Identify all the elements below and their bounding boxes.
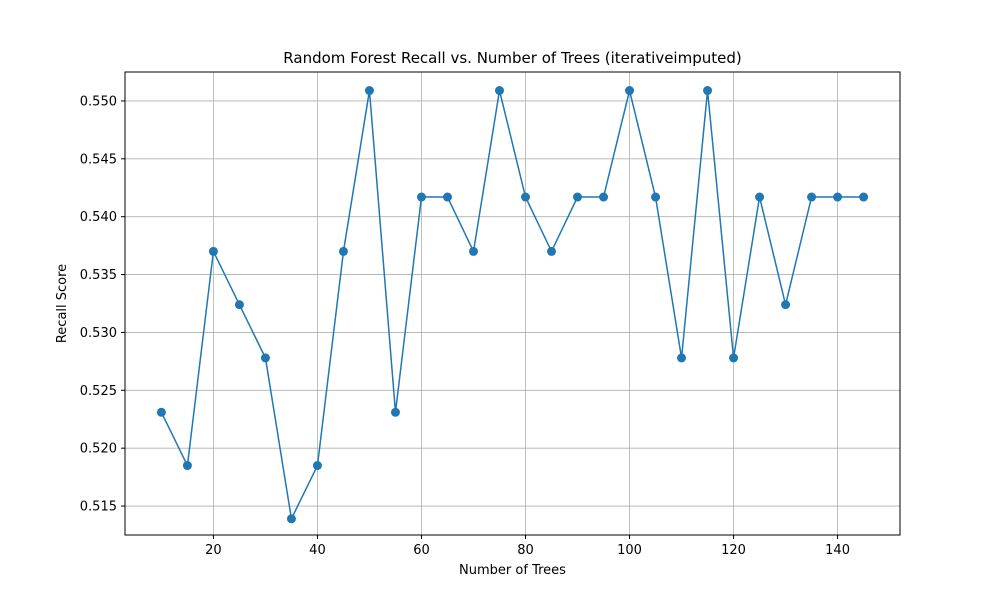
data-point: [755, 192, 765, 202]
tick-layer: 20 40 60 80 100 120 140 0.515 0.520 0.525 0.530 0.5…: [80, 94, 850, 558]
data-point: [494, 86, 504, 96]
data-point: [573, 192, 583, 202]
x-tick-label: 80: [517, 543, 534, 558]
data-point: [703, 86, 713, 96]
data-point: [547, 246, 557, 256]
y-tick-label: 0.530: [80, 326, 117, 341]
data-point: [208, 246, 218, 256]
y-tick-label: 0.525: [80, 384, 117, 399]
data-point: [833, 192, 843, 202]
data-point: [651, 192, 661, 202]
y-axis-label: Recall Score: [55, 264, 70, 343]
data-point: [364, 86, 374, 96]
data-point: [599, 192, 609, 202]
series-layer: [156, 86, 869, 524]
y-tick-label: 0.545: [80, 152, 117, 167]
y-tick-label: 0.550: [80, 94, 117, 109]
data-point: [260, 353, 270, 363]
x-tick-label: 60: [413, 543, 430, 558]
data-point: [521, 192, 531, 202]
plot-area-frame: [124, 71, 901, 536]
x-tick-label: 100: [617, 543, 642, 558]
y-tick-label: 0.540: [80, 210, 117, 225]
data-point: [286, 514, 296, 524]
x-tick-label: 140: [825, 543, 850, 558]
data-point: [234, 300, 244, 310]
data-point: [677, 353, 687, 363]
series-line: [160, 90, 864, 522]
data-point: [807, 192, 817, 202]
data-point: [156, 407, 166, 417]
data-point: [416, 192, 426, 202]
data-point: [859, 192, 869, 202]
data-point: [312, 461, 322, 471]
y-tick-label: 0.520: [80, 442, 117, 457]
data-point: [182, 461, 192, 471]
data-point: [781, 300, 791, 310]
grid-layer: [125, 72, 900, 535]
y-tick-label: 0.535: [80, 268, 117, 283]
chart-title: Random Forest Recall vs. Number of Trees…: [283, 49, 741, 67]
x-axis-label: Number of Trees: [459, 563, 566, 578]
y-tick-label: 0.515: [80, 500, 117, 515]
data-point: [625, 86, 635, 96]
x-tick-label: 20: [205, 543, 222, 558]
data-point: [390, 407, 400, 417]
data-point: [729, 353, 739, 363]
data-point: [338, 246, 348, 256]
x-tick-label: 120: [721, 543, 746, 558]
data-point: [442, 192, 452, 202]
data-point: [468, 246, 478, 256]
x-tick-label: 40: [309, 543, 326, 558]
